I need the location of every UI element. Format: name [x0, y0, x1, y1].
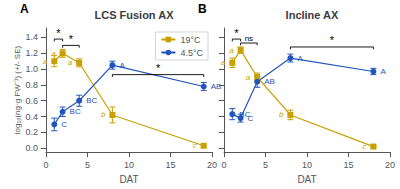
svg-text:BC: BC — [70, 107, 81, 116]
svg-text:0.8: 0.8 — [25, 80, 38, 90]
svg-text:ns: ns — [245, 34, 253, 43]
svg-text:LCS Fusion AX: LCS Fusion AX — [94, 9, 174, 21]
svg-text:0.2: 0.2 — [25, 127, 38, 137]
svg-text:BC: BC — [239, 109, 251, 119]
svg-text:A: A — [297, 54, 303, 63]
svg-text:1.2: 1.2 — [25, 48, 38, 58]
svg-text:5: 5 — [263, 160, 268, 170]
svg-text:a: a — [68, 58, 73, 67]
svg-text:*: * — [234, 27, 239, 39]
svg-text:1.0: 1.0 — [25, 64, 38, 74]
svg-text:20: 20 — [385, 160, 395, 170]
svg-text:19°C: 19°C — [180, 35, 201, 45]
svg-text:*: * — [56, 27, 61, 39]
svg-text:AB: AB — [211, 82, 222, 91]
svg-text:10: 10 — [124, 160, 134, 170]
svg-text:B: B — [198, 2, 207, 16]
svg-text:a: a — [43, 57, 48, 66]
svg-text:*: * — [69, 33, 74, 45]
svg-text:C: C — [248, 114, 254, 123]
svg-text:15: 15 — [343, 160, 353, 170]
svg-text:c: c — [193, 141, 197, 150]
svg-text:b: b — [279, 110, 284, 119]
svg-text:a: a — [229, 46, 234, 55]
svg-text:BC: BC — [86, 96, 97, 105]
svg-text:0: 0 — [43, 160, 48, 170]
svg-text:1.4: 1.4 — [25, 32, 38, 42]
svg-text:a: a — [221, 58, 226, 67]
svg-text:0.6: 0.6 — [25, 96, 38, 106]
svg-text:log₁₀(ng·g FW⁻¹) (+/- SE): log₁₀(ng·g FW⁻¹) (+/- SE) — [13, 46, 22, 135]
svg-text:A: A — [380, 67, 386, 76]
svg-text:b: b — [101, 110, 106, 119]
svg-text:C: C — [61, 120, 67, 129]
svg-text:Incline AX: Incline AX — [286, 9, 339, 21]
svg-text:A: A — [119, 61, 125, 70]
svg-text:*: * — [330, 34, 335, 46]
svg-text:c: c — [362, 142, 366, 151]
svg-text:a: a — [246, 73, 251, 82]
svg-text:5: 5 — [85, 160, 90, 170]
svg-text:DAT: DAT — [119, 174, 138, 185]
svg-text:*: * — [156, 62, 161, 74]
svg-text:10: 10 — [302, 160, 312, 170]
svg-text:a: a — [51, 49, 56, 58]
svg-text:DAT: DAT — [297, 174, 316, 185]
svg-text:15: 15 — [165, 160, 175, 170]
svg-text:4.5°C: 4.5°C — [180, 48, 203, 58]
svg-text:AB: AB — [264, 77, 275, 86]
svg-text:20: 20 — [207, 160, 217, 170]
svg-text:0.0: 0.0 — [25, 143, 38, 153]
svg-text:A: A — [20, 2, 29, 16]
svg-text:0: 0 — [221, 160, 226, 170]
svg-text:0.4: 0.4 — [25, 112, 38, 122]
